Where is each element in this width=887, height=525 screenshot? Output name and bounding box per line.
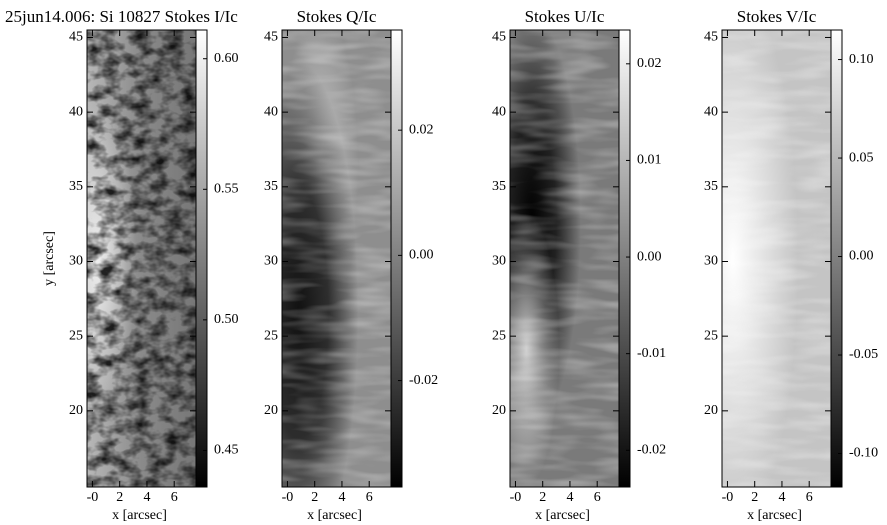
y-tick-label: 40 bbox=[704, 104, 718, 119]
y-tick-label: 45 bbox=[264, 30, 278, 45]
y-tick-label: 35 bbox=[704, 179, 718, 194]
x-tick-label: 6 bbox=[594, 490, 601, 505]
y-axis-label: y [arcsec] bbox=[42, 231, 57, 286]
colorbar bbox=[831, 30, 842, 487]
y-tick-label: 20 bbox=[69, 403, 83, 418]
y-tick-label: 20 bbox=[492, 403, 506, 418]
panel: Stokes Q/Ic -0 2 4 6 x [arcsec] 20 25 30 35 40 45 -0… bbox=[264, 7, 438, 523]
x-tick-label: 6 bbox=[171, 490, 178, 505]
y-tick-label: 30 bbox=[264, 254, 278, 269]
colorbar-tick-label: -0.01 bbox=[637, 346, 666, 361]
y-tick-label: 40 bbox=[69, 104, 83, 119]
y-tick-label: 40 bbox=[492, 104, 506, 119]
colorbar bbox=[196, 30, 207, 487]
y-tick-label: 35 bbox=[69, 179, 83, 194]
x-tick-label: 2 bbox=[116, 490, 123, 505]
y-tick-label: 20 bbox=[264, 403, 278, 418]
y-tick-label: 20 bbox=[704, 403, 718, 418]
colorbar-tick-label: 0.01 bbox=[637, 153, 662, 168]
panel-title: Stokes Q/Ic bbox=[297, 7, 377, 26]
colorbar-tick-label: -0.10 bbox=[849, 446, 878, 461]
colorbar-frame bbox=[195, 29, 208, 488]
colorbar-tick-label: 0.60 bbox=[214, 51, 239, 66]
image-texture bbox=[722, 30, 831, 487]
x-tick-label: 4 bbox=[143, 490, 150, 505]
colorbar-tick-label: 0.55 bbox=[214, 182, 239, 197]
y-tick-label: 40 bbox=[264, 104, 278, 119]
x-tick-label: -0 bbox=[722, 490, 734, 505]
image-texture bbox=[510, 30, 619, 487]
colorbar-tick-label: 0.00 bbox=[409, 248, 434, 263]
colorbar bbox=[391, 30, 402, 487]
x-tick-label: 2 bbox=[751, 490, 758, 505]
x-tick-label: 6 bbox=[366, 490, 373, 505]
colorbar-tick-label: 0.05 bbox=[849, 150, 874, 165]
colorbar-tick-label: 0.02 bbox=[637, 56, 662, 71]
y-tick-label: 45 bbox=[492, 30, 506, 45]
image-texture bbox=[87, 30, 196, 487]
colorbar-tick-label: 0.02 bbox=[409, 122, 434, 137]
x-tick-label: 2 bbox=[539, 490, 546, 505]
x-axis-label: x [arcsec] bbox=[112, 508, 167, 523]
colorbar-tick-label: -0.02 bbox=[637, 443, 666, 458]
colorbar-tick-label: -0.02 bbox=[409, 373, 438, 388]
image-texture bbox=[282, 30, 391, 487]
x-tick-label: -0 bbox=[282, 490, 294, 505]
y-tick-label: 45 bbox=[704, 30, 718, 45]
x-tick-label: 6 bbox=[806, 490, 813, 505]
y-tick-label: 35 bbox=[264, 179, 278, 194]
x-axis-label: x [arcsec] bbox=[747, 508, 802, 523]
panel: 25jun14.006: Si 10827 Stokes I/Ic -0 2 4 6 x … bbox=[5, 7, 239, 523]
colorbar-tick-label: 0.10 bbox=[849, 52, 874, 67]
x-axis-label: x [arcsec] bbox=[307, 508, 362, 523]
panel: Stokes U/Ic -0 2 4 6 x [arcsec] 20 25 30 35 40 45 -0… bbox=[492, 7, 666, 523]
x-tick-label: 2 bbox=[311, 490, 318, 505]
x-axis-label: x [arcsec] bbox=[535, 508, 590, 523]
x-tick-label: -0 bbox=[87, 490, 99, 505]
y-tick-label: 25 bbox=[69, 328, 83, 343]
x-tick-label: -0 bbox=[510, 490, 522, 505]
colorbar-tick-label: 0.00 bbox=[849, 249, 874, 264]
colorbar-tick-label: -0.05 bbox=[849, 347, 878, 362]
x-tick-label: 4 bbox=[338, 490, 345, 505]
panel-title: 25jun14.006: Si 10827 Stokes I/Ic bbox=[5, 7, 238, 26]
panel-title: Stokes V/Ic bbox=[737, 7, 817, 26]
x-tick-label: 4 bbox=[566, 490, 573, 505]
y-tick-label: 30 bbox=[69, 254, 83, 269]
y-tick-label: 25 bbox=[264, 328, 278, 343]
y-tick-label: 30 bbox=[704, 254, 718, 269]
colorbar-frame bbox=[830, 29, 843, 488]
colorbar-frame bbox=[618, 29, 631, 488]
colorbar-tick-label: 0.00 bbox=[637, 249, 662, 264]
colorbar-tick-label: 0.50 bbox=[214, 312, 239, 327]
panel-title: Stokes U/Ic bbox=[525, 7, 605, 26]
colorbar bbox=[619, 30, 630, 487]
y-tick-label: 35 bbox=[492, 179, 506, 194]
y-tick-label: 25 bbox=[704, 328, 718, 343]
colorbar-tick-label: 0.45 bbox=[214, 443, 239, 458]
colorbar-frame bbox=[390, 29, 403, 488]
y-tick-label: 30 bbox=[492, 254, 506, 269]
panel: Stokes V/Ic -0 2 4 6 x [arcsec] 20 25 30 35 40 45 -0… bbox=[704, 7, 878, 523]
y-tick-label: 45 bbox=[69, 30, 83, 45]
x-tick-label: 4 bbox=[778, 490, 785, 505]
y-tick-label: 25 bbox=[492, 328, 506, 343]
